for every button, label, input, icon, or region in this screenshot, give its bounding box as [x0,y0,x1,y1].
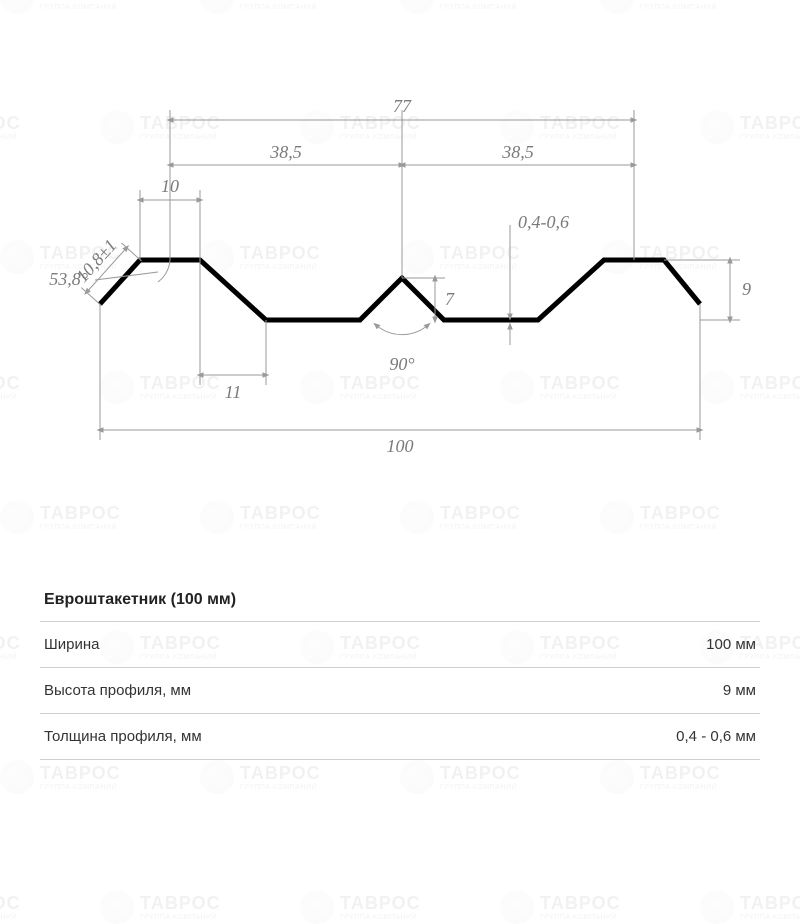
spec-label: Ширина [44,636,99,653]
dim-overall: 100 [387,436,414,456]
table-row: Толщина профиля, мм 0,4 - 0,6 мм [40,714,760,760]
dim-thickness: 0,4-0,6 [518,212,569,232]
spec-value: 0,4 - 0,6 мм [676,728,756,745]
dim-half-right: 38,5 [501,142,534,162]
metal-profile [100,260,700,320]
spec-label: Толщина профиля, мм [44,728,202,745]
table-row: Высота профиля, мм 9 мм [40,668,760,714]
dim-half-left: 38,5 [269,142,302,162]
dim-slope-w: 11 [225,382,242,402]
dim-center-angle: 90° [389,354,414,374]
table-row: Ширина 100 мм [40,622,760,668]
spec-value: 100 мм [706,636,756,653]
profile-diagram: 77 38,5 38,5 10 10,8±1 53,8° 11 90° 7 0,… [40,60,760,480]
specs-title: Евроштакетник (100 мм) [40,579,760,622]
spec-value: 9 мм [723,682,756,699]
dim-peak-h: 7 [445,289,455,309]
specs-table: Евроштакетник (100 мм) Ширина 100 мм Выс… [40,579,760,760]
dim-left-angle: 53,8° [49,269,88,289]
dim-right-h: 9 [742,279,751,299]
spec-label: Высота профиля, мм [44,682,191,699]
dim-top-flat: 10 [161,176,179,196]
